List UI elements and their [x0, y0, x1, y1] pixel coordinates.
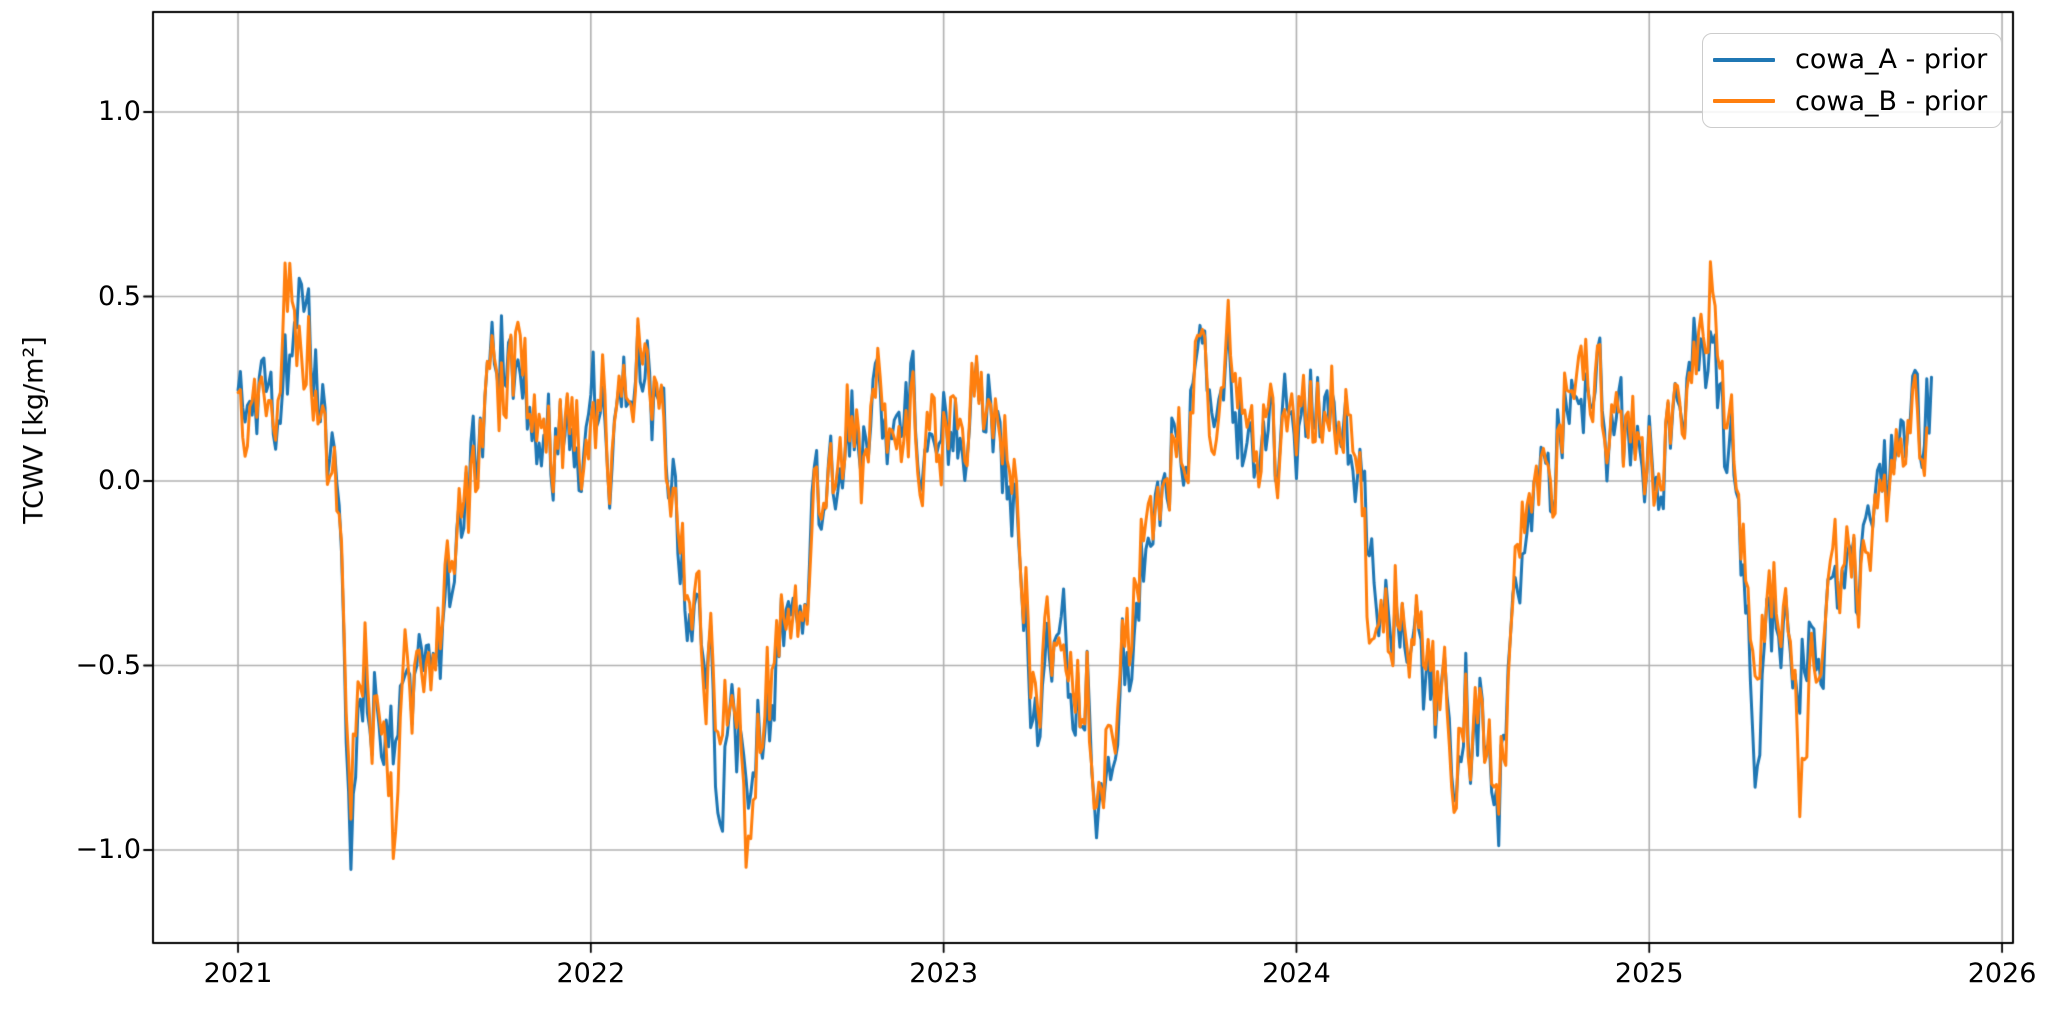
legend-entry-cowa-b: cowa_B - prior: [1713, 81, 1991, 121]
x-tick-2026: 2026: [1967, 958, 2037, 989]
x-tick-2023: 2023: [909, 958, 978, 989]
y-tick-neg0.5: −0.5: [75, 649, 141, 681]
x-tick-2021: 2021: [203, 958, 273, 989]
y-tick-neg1.0: −1.0: [75, 834, 141, 865]
legend-line-swatch-cowa-a: [1713, 57, 1775, 62]
legend-label-cowa-a: cowa_A - prior: [1795, 44, 1988, 76]
legend-entry-cowa-a: cowa_A - prior: [1713, 40, 1991, 80]
y-tick-0.5: 0.5: [98, 280, 141, 312]
x-tick-2025: 2025: [1614, 958, 1684, 989]
y-tick-1.0: 1.0: [98, 96, 141, 127]
legend: cowa_A - prior cowa_B - prior: [1702, 33, 2002, 128]
y-tick-0.0: 0.0: [98, 465, 141, 496]
x-tick-2022: 2022: [556, 958, 626, 989]
legend-label-cowa-b: cowa_B - prior: [1795, 85, 1988, 117]
x-tick-2024: 2024: [1262, 958, 1331, 989]
legend-line-swatch-cowa-b: [1713, 99, 1775, 104]
